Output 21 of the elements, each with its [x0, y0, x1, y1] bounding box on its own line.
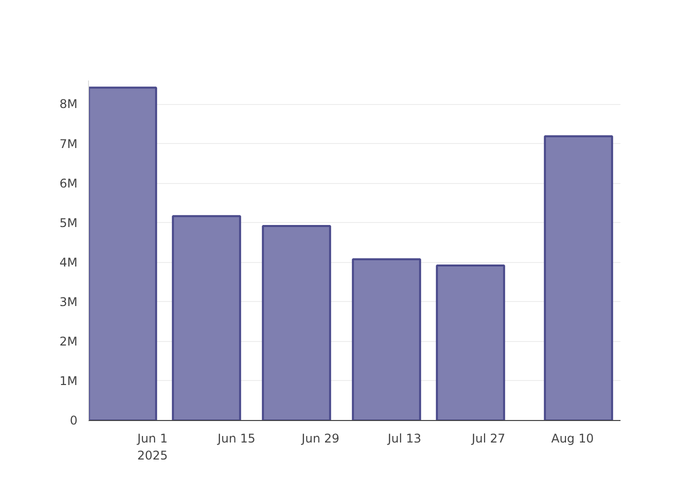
bar	[88, 86, 158, 420]
y-tick-label: 4M	[60, 255, 78, 270]
y-tick-label: 0	[70, 414, 78, 428]
x-tick-label: Jun 29	[300, 432, 340, 446]
y-tick-label: 3M	[60, 294, 78, 309]
bar	[352, 258, 422, 420]
y-tick-label: 2M	[60, 334, 78, 348]
bar	[172, 215, 242, 420]
bar	[544, 135, 614, 420]
bar	[262, 224, 332, 420]
bar	[436, 264, 506, 420]
x-tick-label: Aug 10	[551, 432, 594, 446]
y-tick-label: 8M	[60, 97, 78, 112]
y-tick-label: 1M	[60, 374, 78, 388]
x-tick-label: Jul 27	[470, 432, 506, 446]
x-tick-label: Jun 1 2025	[136, 432, 168, 462]
y-tick-label: 5M	[60, 216, 78, 230]
x-tick-label: Jun 15	[216, 432, 256, 446]
y-tick-label: 7M	[60, 136, 78, 151]
y-tick-label: 6M	[60, 176, 78, 190]
x-tick-label: Jul 13	[386, 432, 422, 446]
